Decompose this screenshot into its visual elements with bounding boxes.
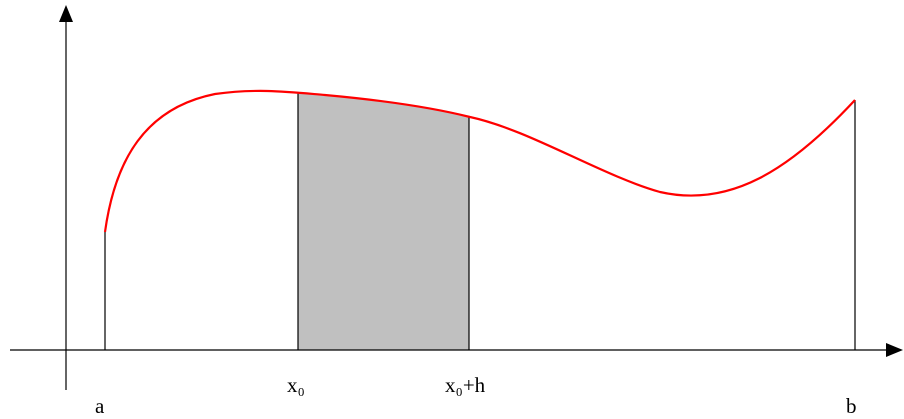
x-axis-arrowhead	[886, 343, 903, 357]
function-curve	[103, 89, 856, 233]
label-b: b	[846, 394, 857, 418]
y-axis-arrowhead	[59, 5, 73, 22]
shaded-strip	[298, 92, 469, 350]
label-a: a	[95, 394, 105, 418]
label-x0-plus-h: x₀+h	[445, 373, 486, 397]
label-x0: x₀	[287, 373, 305, 397]
